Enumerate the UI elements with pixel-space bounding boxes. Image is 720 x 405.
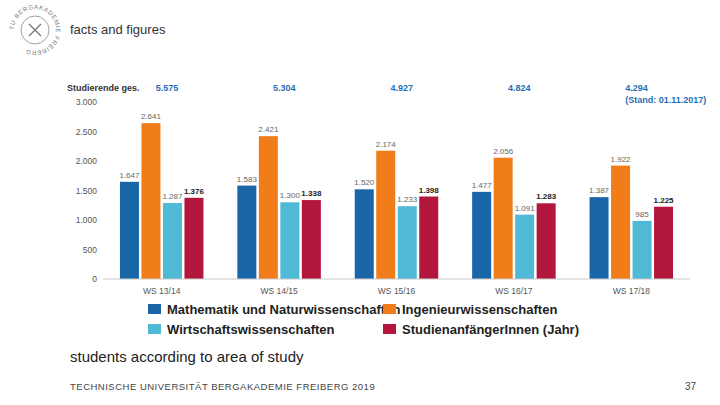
- y-tick-label: 0: [92, 274, 97, 284]
- legend-label: Mathematik und Naturwissenschaften: [167, 302, 400, 317]
- data-label: 1.398: [419, 186, 440, 195]
- data-label: 985: [635, 210, 649, 219]
- bar: [494, 158, 513, 279]
- x-tick-label: WS 16/17: [495, 286, 533, 296]
- logo-ring: [21, 16, 49, 44]
- bars: [120, 123, 673, 279]
- data-label: 1.225: [654, 196, 675, 205]
- page-number: 37: [685, 381, 697, 392]
- totals-label: Studierende ges.: [67, 83, 140, 93]
- data-label: 1.233: [397, 195, 418, 204]
- logo-text-path: TU BERGAKADEMIE FREIBERG: [8, 3, 62, 57]
- bar: [472, 192, 491, 279]
- bar: [611, 166, 630, 279]
- logo-hammers: [29, 24, 41, 36]
- x-tick-label: WS 17/18: [613, 286, 651, 296]
- data-label: 1.583: [237, 175, 258, 184]
- legend-swatch: [148, 304, 161, 314]
- logo: TU BERGAKADEMIE FREIBERG: [8, 3, 62, 57]
- legend: Mathematik und NaturwissenschaftenIngeni…: [148, 302, 579, 337]
- bar: [515, 215, 534, 279]
- bar: [302, 200, 321, 279]
- total-value: 5.304: [273, 83, 296, 93]
- y-tick-label: 3.000: [76, 97, 98, 107]
- bar: [184, 198, 203, 279]
- y-tick: [100, 102, 103, 103]
- data-label: 1.376: [184, 187, 205, 196]
- bar: [376, 151, 395, 279]
- total-value: 4.927: [391, 83, 414, 93]
- bar: [120, 182, 139, 279]
- total-value: 4.294: [625, 83, 648, 93]
- data-label: 2.174: [376, 140, 397, 149]
- bar: [237, 186, 256, 279]
- y-tick: [100, 190, 103, 191]
- total-value: 5.575: [156, 83, 179, 93]
- data-label: 1.520: [354, 178, 375, 187]
- x-tick-label: WS 13/14: [143, 286, 181, 296]
- x-axis-line: [103, 279, 690, 280]
- legend-label: StudienanfängerInnen (Jahr): [402, 322, 579, 337]
- data-labels: 1.647 1.583 1.520 1.477 1.387 2.641 2.421 2.174…: [119, 112, 674, 219]
- header: facts and figures: [70, 22, 166, 37]
- legend-swatch: [383, 304, 396, 314]
- bar: [163, 203, 182, 279]
- data-label: 2.056: [493, 147, 514, 156]
- bar: [398, 206, 417, 279]
- caption: students according to area of study: [70, 348, 304, 365]
- y-tick: [100, 279, 103, 280]
- y-tick-label: 1.000: [76, 215, 98, 225]
- data-label: 1.387: [589, 186, 610, 195]
- footer: TECHNISCHE UNIVERSITÄT BERGAKADEMIE FREI…: [70, 381, 375, 392]
- bar: [259, 136, 278, 279]
- slide: TU BERGAKADEMIE FREIBERG facts and figure…: [0, 0, 720, 405]
- data-label: 2.641: [141, 112, 162, 121]
- legend-swatch: [383, 324, 396, 334]
- data-label: 1.477: [472, 181, 493, 190]
- y-tick: [100, 131, 103, 132]
- y-tick-label: 500: [83, 245, 97, 255]
- bar: [355, 189, 374, 279]
- x-tick-label: WS 15/16: [378, 286, 416, 296]
- data-label: 2.421: [258, 125, 279, 134]
- bar: [633, 221, 652, 279]
- logo-text: TU BERGAKADEMIE FREIBERG: [8, 3, 62, 57]
- bar: [141, 123, 160, 279]
- legend-label: Ingenieurwissenschaften: [402, 302, 557, 317]
- bar: [419, 197, 438, 279]
- bar: [280, 202, 299, 279]
- legend-label: Wirtschaftswissenschaften: [167, 322, 335, 337]
- bar: [590, 197, 609, 279]
- bar: [537, 203, 556, 279]
- data-label: 1.338: [301, 189, 322, 198]
- y-tick-label: 1.500: [76, 186, 98, 196]
- x-tick-label: WS 14/15: [260, 286, 298, 296]
- data-label: 1.287: [162, 192, 183, 201]
- data-label: 1.283: [536, 192, 557, 201]
- legend-swatch: [148, 324, 161, 334]
- y-tick: [100, 220, 103, 221]
- y-tick: [100, 161, 103, 162]
- y-tick-label: 2.000: [76, 156, 98, 166]
- bar: [654, 207, 673, 279]
- data-label: 1.091: [515, 204, 536, 213]
- y-tick-label: 2.500: [76, 127, 98, 137]
- data-label: 1.922: [611, 155, 632, 164]
- y-axis: 0 500 1.000 1.500 2.000 2.500 3.000: [76, 97, 103, 284]
- data-label: 1.647: [119, 171, 140, 180]
- total-value: 4.824: [508, 83, 531, 93]
- totals-note: (Stand: 01.11.2017): [625, 95, 706, 105]
- y-tick: [100, 249, 103, 250]
- data-label: 1.300: [280, 191, 301, 200]
